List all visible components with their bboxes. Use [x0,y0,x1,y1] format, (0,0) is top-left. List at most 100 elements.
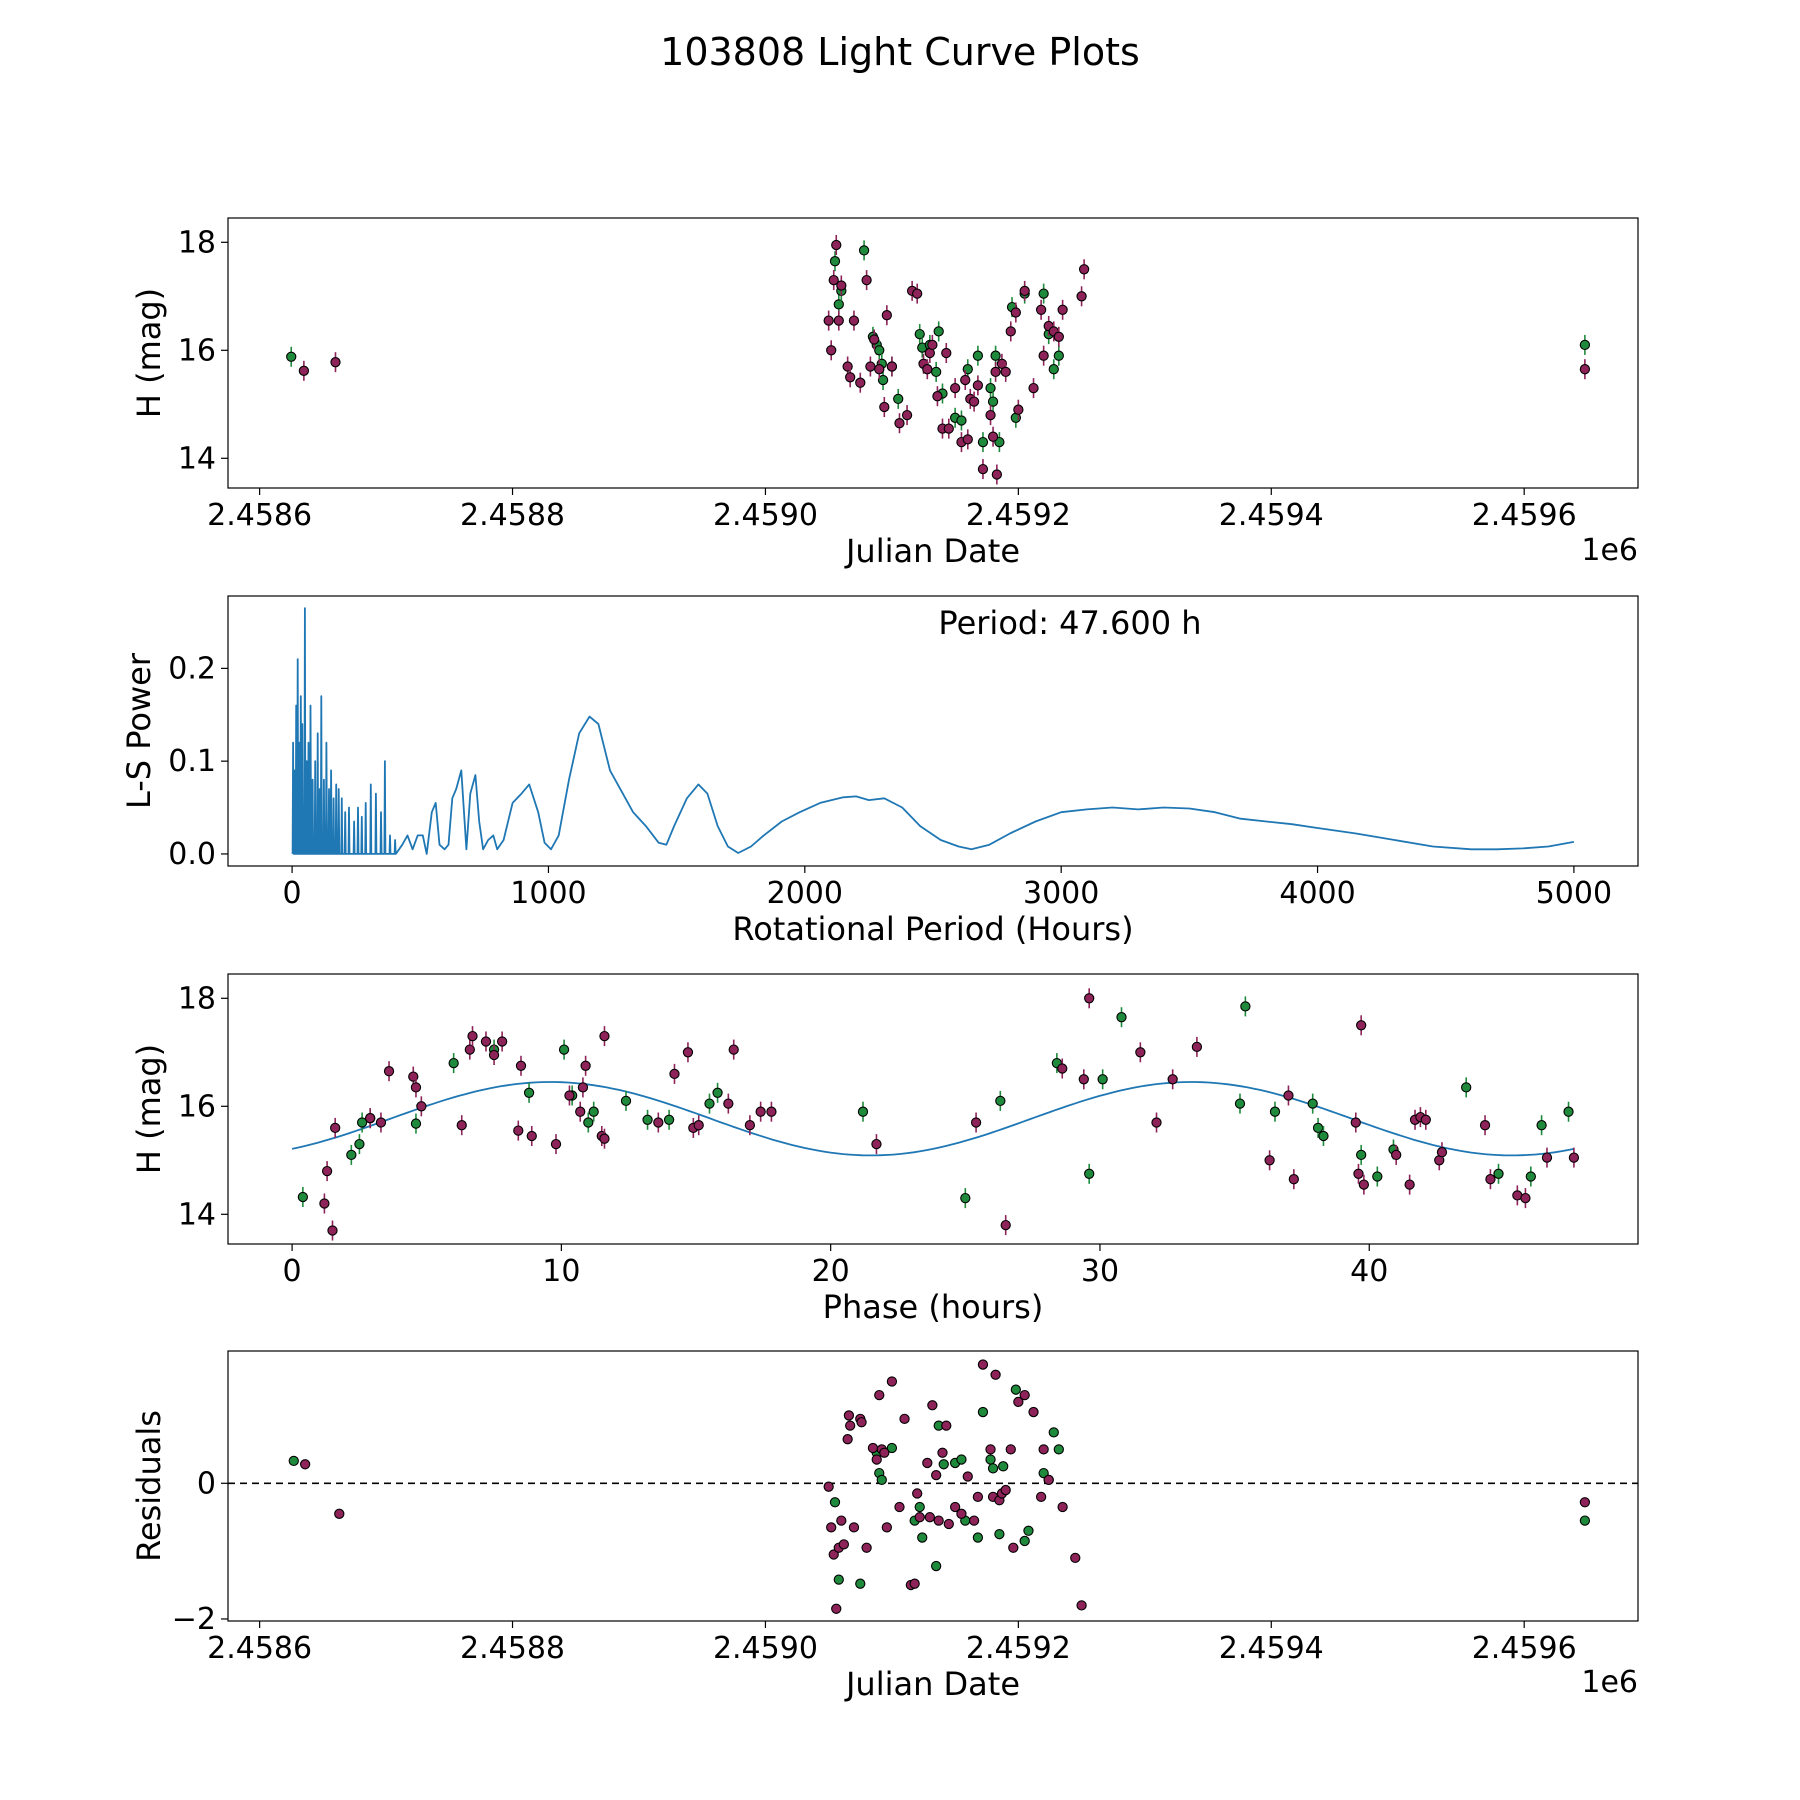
lightcurve-xtick-label: 2.4588 [460,498,565,533]
phased-xtick-label: 30 [1081,1254,1119,1289]
phased-point-purple [1135,1047,1146,1058]
lightcurve-point-purple [1013,404,1024,415]
phased-point-green [960,1192,971,1204]
phased-point-purple [1167,1074,1178,1085]
residuals-point-green [972,1532,984,1543]
lightcurve-point-green [956,415,967,426]
phased-axes-frame [227,973,1639,1245]
lightcurve-point-purple [861,274,872,286]
phased-point-purple [321,1165,333,1177]
residuals-point-green [288,1455,299,1467]
lightcurve-point-purple [941,347,952,359]
residuals-point-green [1053,1444,1064,1455]
lightcurve-panel: 2.4586 2.4588 2.4590 2.4592 2.4594 2.4596 14 16… [130,217,1639,570]
residuals-point-purple [1076,1600,1087,1611]
phased-point-purple [577,1082,589,1093]
lightcurve-point-green [985,382,996,394]
lightcurve-point-green [1048,364,1059,375]
residuals-point-green [855,1578,866,1589]
residuals-point-purple [886,1376,898,1387]
lightcurve-point-green [874,345,885,356]
lightcurve-xtick-label: 2.4586 [207,498,312,533]
lightcurve-point-green [1579,339,1591,351]
phased-point-purple [1520,1192,1531,1204]
phased-point-purple [1288,1174,1299,1185]
residuals-point-purple [838,1539,849,1550]
residuals-ticks: 2.4586 2.4588 2.4590 2.4592 2.4594 2.4596 −2 0 [172,1466,1577,1666]
lightcurve-point-green [1038,288,1049,299]
phased-point-green [857,1106,869,1117]
residuals-point-purple [1013,1396,1024,1408]
residuals-point-green [876,1474,887,1486]
lightcurve-point-purple [1005,326,1016,337]
residuals-point-green [1048,1427,1059,1438]
lightcurve-point-green [893,393,904,405]
residuals-point-purple [867,1442,879,1454]
phased-xlabel: Phase (hours) [823,1288,1044,1326]
phased-point-green [588,1106,599,1117]
periodogram-ylabel: L-S Power [120,652,158,809]
residuals-point-purple [1043,1474,1054,1486]
residuals-point-purple [1005,1444,1016,1455]
lightcurve-marks [286,235,1591,485]
residuals-point-green [1579,1515,1591,1526]
residuals-xtick-label: 2.4596 [1472,1631,1577,1666]
phased-point-purple [1283,1090,1294,1101]
phased-point-green [1240,1001,1251,1012]
lightcurve-point-purple [869,334,880,345]
lightcurve-point-purple [865,361,876,372]
phased-point-green [1493,1168,1504,1179]
periodogram-xtick-label: 1000 [510,876,586,911]
lightcurve-point-purple [881,310,892,321]
phased-point-purple [550,1138,562,1150]
residuals-point-purple [299,1459,311,1470]
residuals-xtick-label: 2.4594 [1219,1631,1324,1666]
phased-point-purple [1078,1074,1089,1085]
phased-point-purple [723,1098,734,1109]
residuals-point-purple [943,1518,954,1530]
residuals-panel: 2.4586 2.4588 2.4590 2.4592 2.4594 2.4596−20 … [130,1350,1639,1703]
phased-point-purple [871,1138,882,1150]
lightcurve-point-green [987,396,999,407]
residuals-point-purple [836,1515,847,1526]
lightcurve-point-purple [886,361,898,372]
lightcurve-point-purple [1028,382,1039,394]
lightcurve-axes-frame [227,217,1639,489]
lightcurve-point-purple [298,365,310,376]
phased-point-purple [513,1125,524,1136]
residuals-ytick-label: 0 [197,1466,216,1501]
lightcurve-ytick-label: 14 [178,441,216,476]
lightcurve-point-green [877,374,889,386]
phased-point-purple [365,1113,376,1124]
phased-point-purple [1541,1152,1553,1163]
residuals-point-green [1023,1525,1034,1536]
lightcurve-point-green [833,299,844,310]
residuals-point-purple [962,1471,973,1482]
lightcurve-point-purple [1579,364,1591,375]
lightcurve-point-purple [991,469,1003,480]
residuals-point-green [998,1461,1009,1472]
period-annotation: Period: 47.600 h [938,604,1201,642]
residuals-point-green [1010,1384,1021,1395]
residuals-point-purple [927,1400,938,1411]
lightcurve-point-green [914,328,925,340]
figure-title: 103808 Light Curve Plots [660,30,1140,74]
phased-point-green [354,1138,365,1150]
residuals-point-purple [843,1410,855,1421]
periodogram-xtick-label: 4000 [1279,876,1355,911]
residuals-point-purple [826,1522,837,1533]
lightcurve-point-green [933,326,944,337]
phased-point-green [1307,1098,1318,1109]
phased-point-purple [480,1036,492,1047]
residuals-point-purple [914,1512,925,1523]
lightcurve-point-purple [836,280,847,291]
phased-point-purple [1404,1179,1415,1190]
phased-ytick-label: 18 [178,981,216,1016]
residuals-xtick-label: 2.4586 [207,1631,312,1666]
lightcurve-point-purple [943,423,954,434]
residuals-point-purple [922,1457,933,1469]
periodogram-ytick-label: 0.1 [168,744,216,779]
lightcurve-point-green [977,436,989,448]
lightcurve-point-purple [922,364,933,375]
